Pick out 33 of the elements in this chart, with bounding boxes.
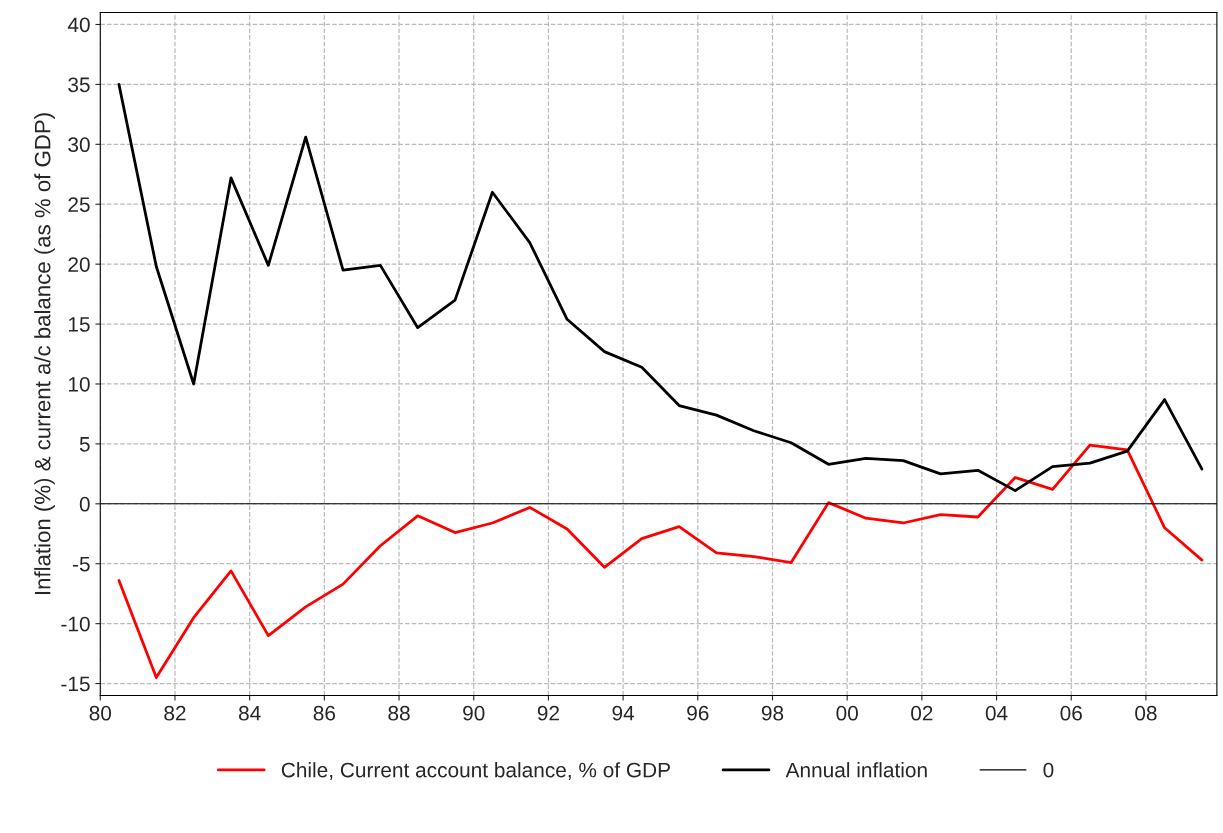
x-tick-label: 06 xyxy=(1060,705,1082,721)
y-tick-label: 0 xyxy=(79,496,90,512)
x-tick-label: 80 xyxy=(89,705,112,721)
y-tick-label: 15 xyxy=(68,317,90,332)
x-tick-label: 98 xyxy=(761,705,784,721)
x-tick-label: 88 xyxy=(388,705,410,721)
y-tick-label: 40 xyxy=(67,17,90,33)
x-tick-label: 96 xyxy=(687,705,709,721)
line-series xyxy=(117,83,1204,493)
x-tick-label: 86 xyxy=(313,705,336,721)
legend-label: 0 xyxy=(1043,762,1054,778)
x-tick-label: 00 xyxy=(836,705,858,721)
x-tick-label: 04 xyxy=(985,705,1008,721)
x-tick-label: 08 xyxy=(1135,705,1157,721)
y-tick-label: -15 xyxy=(61,676,90,692)
y-tick-label: -10 xyxy=(61,616,90,632)
y-tick-label: 5 xyxy=(79,437,90,452)
x-tick-label: 92 xyxy=(537,705,559,721)
x-tick-label: 94 xyxy=(612,705,635,721)
x-tick-label: 82 xyxy=(164,705,186,721)
y-tick-label: 30 xyxy=(68,137,90,153)
y-tick-label: -5 xyxy=(72,556,90,572)
legend-label: Annual inflation xyxy=(785,762,927,778)
y-axis-title: Inflation (%) & current a/c balance (as % of GDP) xyxy=(34,113,55,595)
legend-label: Chile, Current account balance, % of GDP xyxy=(281,762,670,780)
line-series xyxy=(117,443,1204,679)
x-tick-label: 90 xyxy=(463,705,485,721)
y-tick-label: 10 xyxy=(68,376,90,392)
y-tick-label: 35 xyxy=(68,77,90,93)
x-tick-label: 84 xyxy=(238,705,261,721)
y-tick-label: 25 xyxy=(68,197,90,212)
x-tick-label: 02 xyxy=(911,705,933,721)
y-tick-label: 20 xyxy=(68,257,90,272)
